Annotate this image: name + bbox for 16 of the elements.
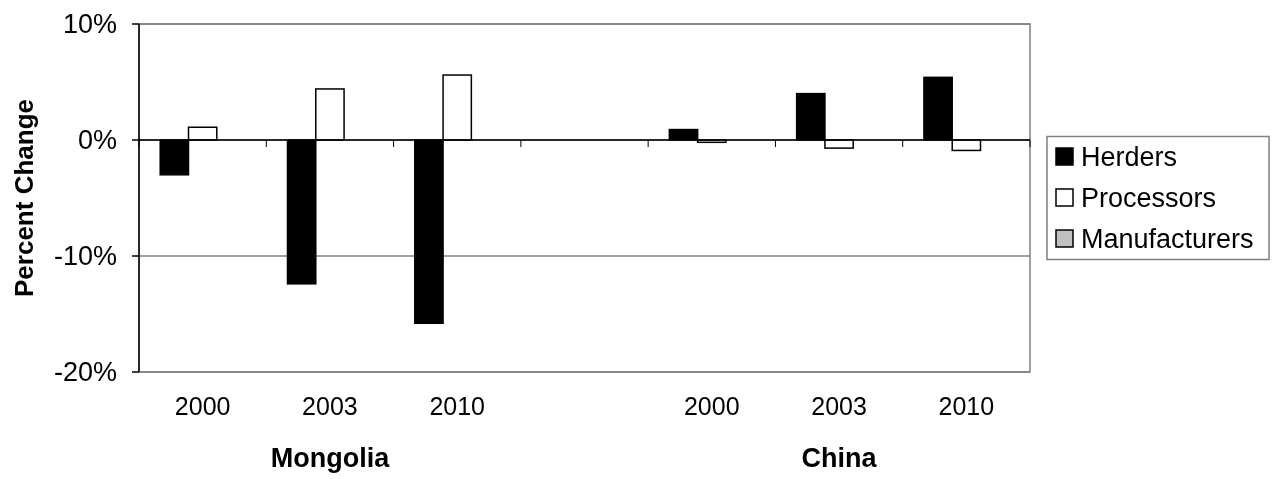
x-tick-label: 2000 — [683, 392, 740, 420]
y-tick-label: 0% — [77, 125, 117, 156]
x-tick-label: 2010 — [938, 392, 995, 420]
text: Mongolia — [270, 443, 391, 473]
y-tick-label: -20% — [53, 357, 117, 388]
legend-label: Herders — [1081, 142, 1178, 173]
y-tick-label: 10% — [62, 9, 117, 40]
x-tick-label: 2003 — [302, 392, 358, 420]
legend-label: Processors — [1081, 183, 1217, 214]
x-tick-label: 2000 — [174, 392, 231, 420]
text: China — [801, 443, 878, 473]
y-axis-title: Percent Change — [9, 99, 39, 297]
x-tick-label: 2003 — [811, 392, 867, 420]
legend-label: Manufacturers — [1081, 224, 1254, 255]
y-tick-label: -10% — [53, 241, 117, 272]
x-tick-label: 2010 — [429, 392, 486, 420]
